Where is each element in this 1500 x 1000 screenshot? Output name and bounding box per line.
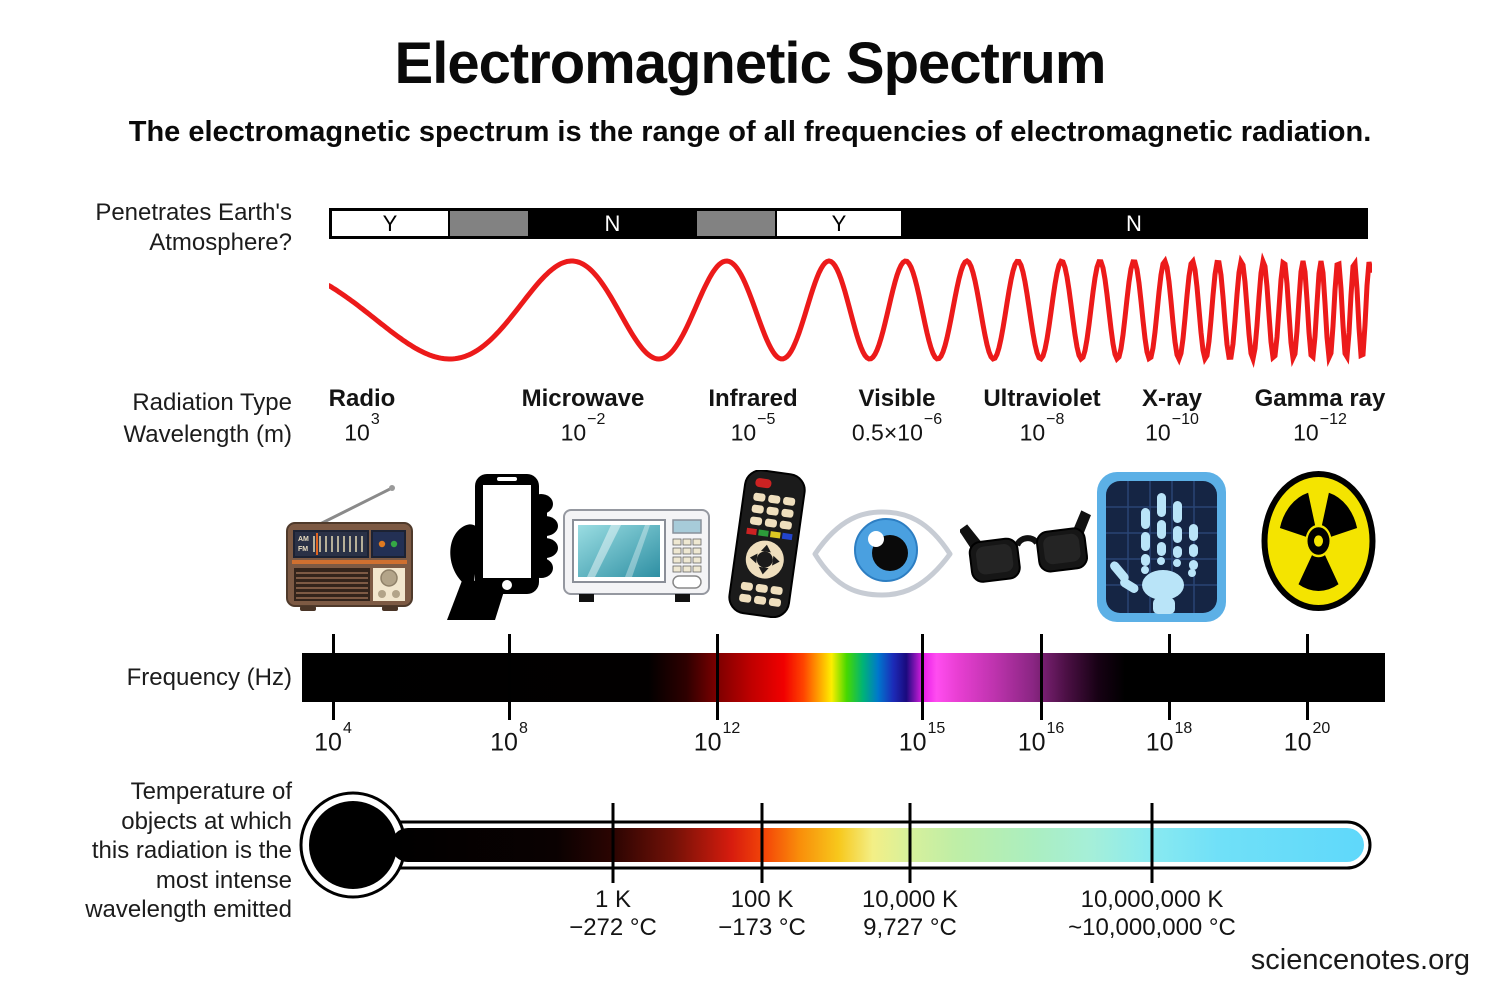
band-name-xray: X-ray <box>1141 385 1203 412</box>
frequency-tick <box>1040 634 1043 720</box>
wavelength-value-infrared: 10−5 <box>730 411 776 446</box>
wavelength-value-xray: 10−10 <box>1145 411 1199 446</box>
temperature-ticks <box>611 803 1154 883</box>
atmosphere-segment-partial <box>697 211 775 236</box>
atmosphere-segment-no: N <box>903 211 1365 236</box>
atmosphere-penetration-bar: Y N Y N <box>329 208 1368 239</box>
frequency-value: 104 <box>314 720 352 757</box>
wavelength-row-label: Wavelength (m) <box>123 421 293 448</box>
svg-text:AM: AM <box>298 536 309 543</box>
temperature-description: Temperature of objects at which this rad… <box>85 778 292 923</box>
frequency-value: 1012 <box>693 720 741 757</box>
frequency-tick <box>1168 634 1171 720</box>
frequency-spectrum-bar <box>302 653 1385 702</box>
temperature-kelvin: 10,000 K <box>861 886 959 913</box>
atmosphere-question-line2: Atmosphere? <box>149 229 292 256</box>
em-wave-line <box>329 252 1372 369</box>
wavelength-value-gamma: 10−12 <box>1293 411 1347 446</box>
source-credit: sciencenotes.org <box>1250 944 1470 976</box>
page-title: Electromagnetic Spectrum <box>394 31 1107 96</box>
band-name-infrared: Infrared <box>708 385 798 412</box>
temperature-kelvin: 100 K <box>730 886 794 913</box>
frequency-tick <box>921 634 924 720</box>
page-subtitle: The electromagnetic spectrum is the rang… <box>128 116 1372 148</box>
wavelength-value-visible: 0.5×10−6 <box>851 411 943 446</box>
band-name-visible: Visible <box>858 385 936 412</box>
radiation-symbol-icon <box>1261 471 1376 611</box>
radio-icon: AM FM <box>286 485 413 611</box>
temperature-celsius: 9,727 °C <box>863 914 957 941</box>
atmosphere-question-label: Penetrates Earth's Atmosphere? <box>0 198 292 258</box>
band-name-gamma: Gamma ray <box>1254 385 1386 412</box>
temperature-kelvin: 10,000,000 K <box>1080 886 1224 913</box>
wavelength-value-microwave: 10−2 <box>560 411 606 446</box>
band-name-microwave: Microwave <box>521 385 645 412</box>
frequency-value: 1018 <box>1145 720 1193 757</box>
temperature-kelvin: 1 K <box>594 886 632 913</box>
svg-text:FM: FM <box>298 546 308 553</box>
radiation-type-row-label: Radiation Type <box>132 389 292 416</box>
phone-in-hand-icon <box>447 474 558 620</box>
frequency-value: 1020 <box>1283 720 1331 757</box>
microwave-oven-icon <box>563 509 710 602</box>
frequency-value: 1016 <box>1017 720 1065 757</box>
frequency-tick <box>332 634 335 720</box>
temperature-celsius: −173 °C <box>718 914 806 941</box>
frequency-row-label: Frequency (Hz) <box>126 664 292 691</box>
temperature-celsius: −272 °C <box>569 914 657 941</box>
frequency-tick <box>716 634 719 720</box>
atmosphere-question-line1: Penetrates Earth's <box>95 199 292 226</box>
atmosphere-segment-partial <box>450 211 528 236</box>
atmosphere-segment-yes: Y <box>775 211 903 236</box>
frequency-value: 1015 <box>898 720 946 757</box>
thermometer <box>299 791 1372 899</box>
temperature-celsius: ~10,000,000 °C <box>1068 914 1236 941</box>
wavelength-value-ultraviolet: 10−8 <box>1019 411 1065 446</box>
x-ray-hand-icon <box>1097 472 1226 622</box>
atmosphere-segment-yes: Y <box>332 211 450 236</box>
band-name-radio: Radio <box>328 385 396 412</box>
frequency-tick <box>1306 634 1309 720</box>
band-name-ultraviolet: Ultraviolet <box>983 385 1101 412</box>
frequency-value: 108 <box>490 720 528 757</box>
frequency-tick <box>508 634 511 720</box>
wavelength-value-radio: 103 <box>344 411 380 446</box>
atmosphere-segment-no: N <box>528 211 697 236</box>
human-eye-icon <box>812 509 953 598</box>
sunglasses-icon <box>960 510 1091 583</box>
em-wave <box>329 252 1372 369</box>
tv-remote-icon <box>728 470 806 618</box>
